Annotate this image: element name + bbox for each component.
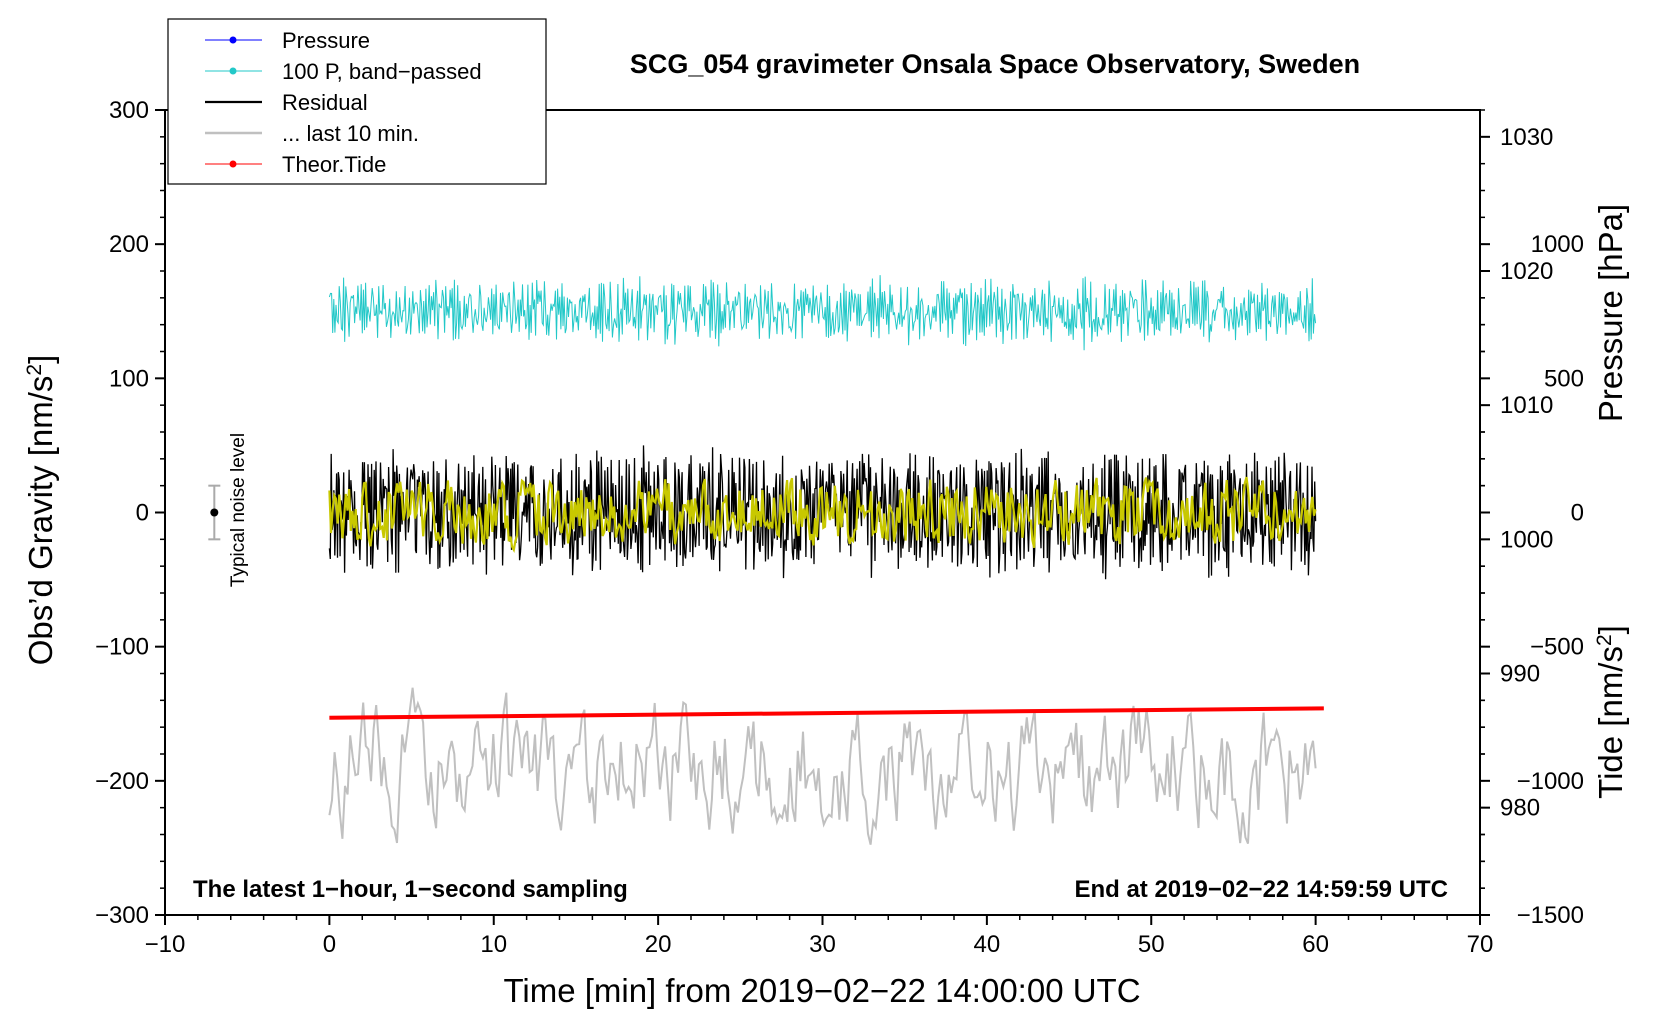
noise-bar-dot: [210, 508, 219, 517]
axis-layer: −10 0 10 20 30 40 50 60 703002001000−100−200−300…: [95, 97, 1584, 958]
x-tick-label: 60: [1302, 931, 1329, 958]
series-residual-smoothed: [328, 476, 1317, 553]
tide-tick-label: 1000: [1531, 231, 1584, 258]
series-layer: [328, 275, 1324, 845]
x-tick-label: 50: [1138, 931, 1165, 958]
y-tick-label: −200: [95, 768, 149, 795]
legend: Pressure 100 P, band−passed Residual ... la…: [167, 18, 547, 185]
tide-tick-label: 0: [1571, 500, 1584, 527]
legend-label: Theor.Tide: [282, 152, 386, 177]
x-tick-label: 20: [645, 931, 672, 958]
y-axis-title-tide-sup: 2: [1593, 634, 1616, 646]
x-tick-label: 0: [323, 931, 336, 958]
y-axis-title-pressure: Pressure [hPa]: [1592, 204, 1629, 422]
x-tick-label: 30: [809, 931, 836, 958]
y-axis-title-tide-text: Tide [nm/s: [1592, 646, 1629, 799]
chart-title: SCG_054 gravimeter Onsala Space Observat…: [630, 49, 1360, 79]
noise-label: Typical noise level: [228, 433, 249, 587]
pressure-tick-label: 1010: [1500, 392, 1553, 419]
tide-tick-label: 500: [1544, 365, 1584, 392]
y-axis-title-left-text: Obs’d Gravity [nm/s: [22, 376, 59, 666]
y-tick-label: 300: [109, 97, 149, 124]
y-axis-title-left-sup: 2: [23, 364, 46, 376]
x-tick-label: 40: [974, 931, 1001, 958]
legend-label: ... last 10 min.: [282, 121, 419, 146]
y-axis-title-tide-close: ]: [1592, 625, 1629, 634]
series-last-10-min: [328, 687, 1317, 845]
legend-marker: [229, 160, 237, 168]
series-pressure-bandpassed: [328, 275, 1317, 351]
x-tick-label: 70: [1467, 931, 1494, 958]
noise-indicator: [208, 484, 221, 541]
legend-marker: [229, 67, 237, 75]
legend-marker: [229, 36, 237, 44]
x-tick-label: −10: [145, 931, 186, 958]
tide-tick-label: −1000: [1517, 768, 1584, 795]
x-axis-title: Time [min] from 2019−02−22 14:00:00 UTC: [503, 972, 1140, 1009]
y-tick-label: 0: [136, 500, 149, 527]
y-axis-title-left: Obs’d Gravity [nm/s2]: [22, 355, 59, 666]
pressure-tick-label: 990: [1500, 661, 1540, 688]
legend-label: Pressure: [282, 28, 370, 53]
legend-label: 100 P, band−passed: [282, 59, 482, 84]
series-theor-tide: [329, 706, 1324, 720]
y-axis-title-tide: Tide [nm/s2]: [1592, 625, 1629, 799]
pressure-tick-label: 1000: [1500, 526, 1553, 553]
annotation-sampling: The latest 1−hour, 1−second sampling: [193, 876, 628, 903]
tide-tick-label: −1500: [1517, 902, 1584, 929]
legend-label: Residual: [282, 90, 368, 115]
x-tick-label: 10: [480, 931, 507, 958]
pressure-tick-label: 1030: [1500, 124, 1553, 151]
y-axis-title-left-close: ]: [22, 355, 59, 364]
y-tick-label: 200: [109, 231, 149, 258]
tide-tick-label: −500: [1530, 634, 1584, 661]
y-tick-label: 100: [109, 365, 149, 392]
y-tick-label: −300: [95, 902, 149, 929]
annotation-end-time: End at 2019−02−22 14:59:59 UTC: [1074, 876, 1448, 903]
pressure-tick-label: 980: [1500, 795, 1540, 822]
pressure-tick-label: 1020: [1500, 258, 1553, 285]
y-tick-label: −100: [95, 634, 149, 661]
